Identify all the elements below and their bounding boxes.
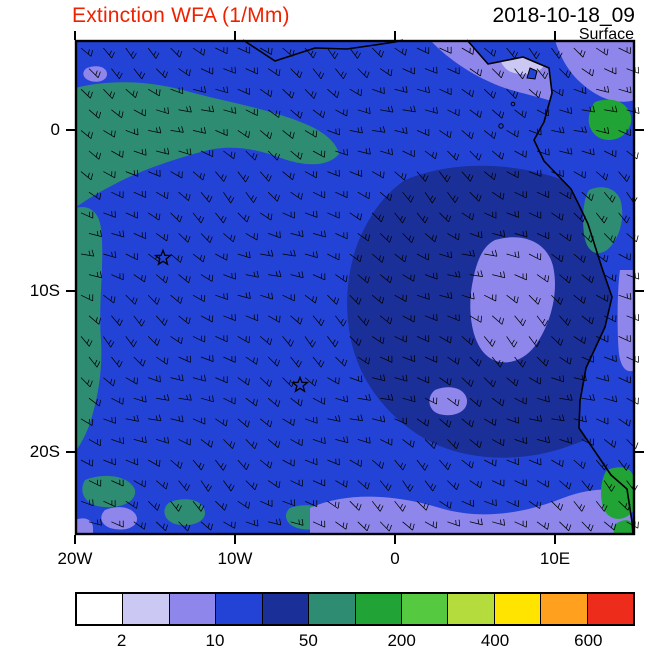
- colorbar-tick-label: 2: [116, 631, 127, 650]
- colorbar-segment: [169, 594, 217, 624]
- wind-barbs: [80, 46, 640, 532]
- map-plot: [66, 31, 644, 544]
- y-tick-label-0: 0: [50, 120, 60, 139]
- plot-frame: [74, 39, 636, 536]
- colorbar-segment: [355, 594, 402, 624]
- colorbar-segment: [401, 594, 449, 624]
- colorbar-segment: [123, 594, 170, 624]
- colorbar: [75, 592, 635, 626]
- africa-landmass: [243, 40, 635, 535]
- colorbar-tick-label: 400: [480, 631, 510, 650]
- colorbar-segment: [77, 594, 124, 624]
- colorbar-tick-label: 600: [574, 631, 603, 650]
- x-tick-label-10e: 10E: [539, 549, 571, 568]
- colorbar-segment: [448, 594, 495, 624]
- plot-title: Extinction WFA (1/Mm): [72, 4, 290, 27]
- colorbar-segment: [216, 594, 263, 624]
- colorbar-tick-label: 50: [298, 631, 318, 650]
- sao-tome-island: [498, 123, 504, 129]
- colorbar-segment: [541, 594, 588, 624]
- plot-datetime: 2018-10-18_09: [492, 4, 635, 27]
- colorbar-segment: [494, 594, 542, 624]
- y-tick-label-20s: 20S: [29, 442, 60, 461]
- colorbar-tick-label: 10: [205, 631, 225, 650]
- principe-island: [510, 101, 516, 107]
- star-marker-ascension: [153, 248, 173, 266]
- level-label: Surface: [578, 26, 634, 43]
- colorbar-tick-label: 200: [387, 631, 416, 650]
- colorbar-segment: [262, 594, 310, 624]
- x-tick-label-20w: 20W: [57, 549, 93, 568]
- y-tick-label-10s: 10S: [29, 281, 60, 300]
- colorbar-segment: [309, 594, 356, 624]
- axis-ticks: [66, 31, 644, 544]
- map-canvas: [66, 31, 644, 544]
- x-tick-label-10w: 10W: [217, 549, 253, 568]
- colorbar-segment: [587, 594, 634, 624]
- islands: [498, 67, 538, 129]
- colorbar-labels: 2 10 50 200 400 600: [75, 631, 635, 653]
- x-tick-label-0: 0: [390, 549, 400, 568]
- star-marker-st-helena: [290, 375, 310, 393]
- bioko-island: [526, 67, 538, 80]
